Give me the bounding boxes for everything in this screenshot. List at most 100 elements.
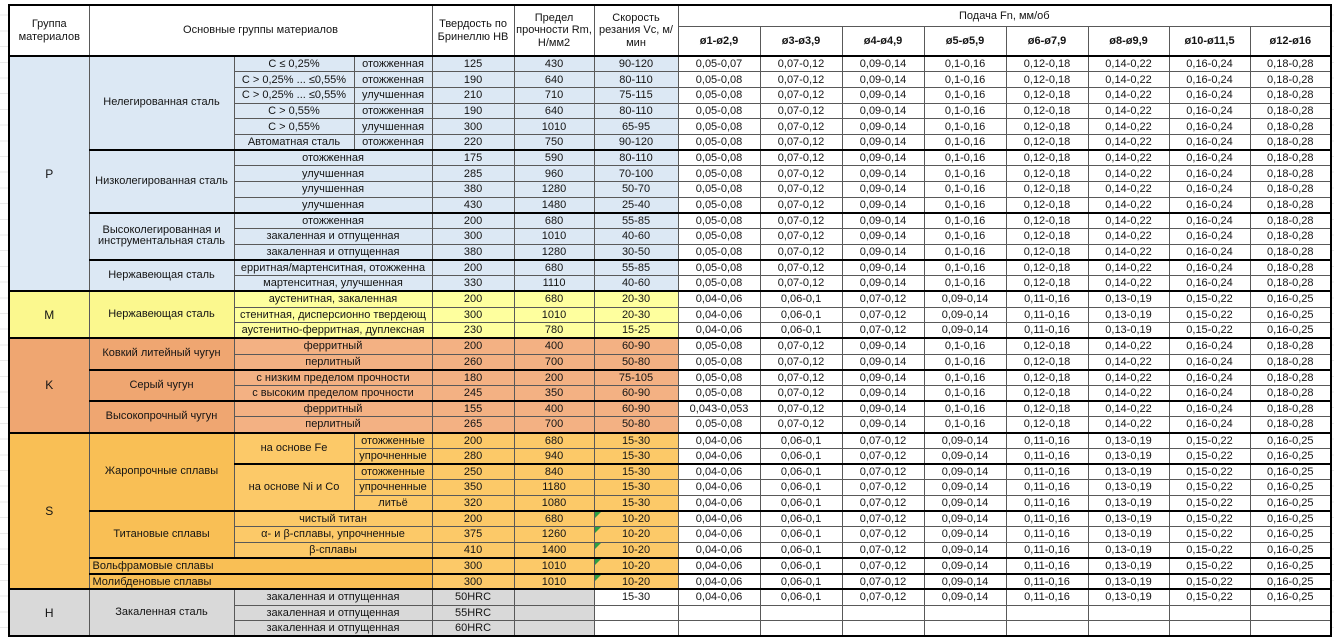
cell-feed[interactable]: 0,07-0,12: [759, 102, 843, 120]
material-type-cell[interactable]: стенитная, дисперсионно твердеющ: [233, 306, 433, 324]
cell-hardness[interactable]: 280: [431, 447, 515, 465]
cell-feed[interactable]: 0,04-0,06: [677, 431, 761, 449]
cell-feed[interactable]: 0,16-0,24: [1168, 243, 1251, 261]
cell-feed[interactable]: 0,12-0,18: [1005, 368, 1089, 386]
cell-feed[interactable]: 0,06-0,1: [759, 462, 843, 481]
cell-feed[interactable]: 0,07-0,12: [759, 133, 843, 151]
material-type-cell[interactable]: с высоким пределом прочности: [233, 384, 433, 402]
cell-feed[interactable]: 0,12-0,18: [1005, 86, 1089, 104]
cell-feed[interactable]: 0,07-0,12: [759, 275, 843, 292]
cell-feed[interactable]: 0,16-0,25: [1249, 322, 1332, 339]
cell-feed[interactable]: 0,16-0,25: [1249, 572, 1332, 590]
cell-feed[interactable]: 0,16-0,25: [1249, 588, 1332, 606]
group-code-cell[interactable]: P: [8, 54, 90, 292]
cell-feed[interactable]: 0,14-0,22: [1087, 368, 1170, 386]
cell-feed[interactable]: 0,07-0,12: [759, 384, 843, 402]
cell-strength[interactable]: 400: [513, 400, 595, 418]
cell-strength[interactable]: [513, 604, 595, 622]
cell-feed[interactable]: 0,05-0,08: [677, 86, 761, 104]
cell-feed[interactable]: 0,16-0,24: [1168, 165, 1251, 182]
cell-feed[interactable]: 0,12-0,18: [1005, 258, 1089, 277]
cell-feed[interactable]: 0,05-0,07: [677, 55, 761, 73]
cell-strength[interactable]: 680: [513, 431, 595, 449]
cell-feed[interactable]: 0,07-0,12: [759, 86, 843, 104]
cell-feed[interactable]: 0,11-0,16: [1005, 462, 1089, 481]
cell-feed[interactable]: 0,15-0,22: [1168, 447, 1251, 465]
cell-feed[interactable]: 0,05-0,08: [677, 384, 761, 402]
cell-feed[interactable]: 0,11-0,16: [1005, 557, 1089, 575]
cell-feed[interactable]: 0,16-0,24: [1168, 118, 1251, 135]
cell-feed[interactable]: 0,1-0,16: [923, 337, 1007, 355]
cell-cutting-speed[interactable]: 15-30: [593, 479, 679, 496]
cell-hardness[interactable]: 200: [431, 509, 515, 528]
cell-feed[interactable]: 0,14-0,22: [1087, 243, 1170, 261]
material-type-cell[interactable]: на основе Ni и Co: [233, 462, 355, 512]
cell-feed[interactable]: 0,09-0,14: [841, 196, 925, 214]
subgroup-cell[interactable]: Низколегированная сталь: [88, 149, 235, 214]
subgroup-cell[interactable]: Закаленная сталь: [88, 588, 235, 637]
cell-cutting-speed[interactable]: 20-30: [593, 306, 679, 324]
cell-feed[interactable]: 0,09-0,14: [841, 258, 925, 277]
material-type-cell[interactable]: C > 0,55%: [233, 102, 355, 120]
cell-feed[interactable]: [923, 620, 1007, 637]
cell-hardness[interactable]: 190: [431, 102, 515, 120]
cell-feed[interactable]: 0,1-0,16: [923, 400, 1007, 418]
cell-cutting-speed[interactable]: 30-50: [593, 243, 679, 261]
cell-feed[interactable]: 0,11-0,16: [1005, 290, 1089, 308]
cell-feed[interactable]: 0,15-0,22: [1168, 541, 1251, 559]
cell-feed[interactable]: 0,18-0,28: [1249, 86, 1332, 104]
cell-feed[interactable]: 0,07-0,12: [759, 211, 843, 230]
cell-hardness[interactable]: 320: [431, 494, 515, 512]
cell-feed[interactable]: 0,16-0,24: [1168, 181, 1251, 198]
cell-cutting-speed[interactable]: 65-95: [593, 118, 679, 135]
subgroup-cell[interactable]: Молибденовые сплавы: [88, 572, 433, 590]
cell-strength[interactable]: 1180: [513, 479, 595, 496]
cell-strength[interactable]: 430: [513, 55, 595, 73]
cell-feed[interactable]: 0,16-0,25: [1249, 306, 1332, 324]
cell-feed[interactable]: 0,1-0,16: [923, 258, 1007, 277]
state-cell[interactable]: улучшенная: [353, 86, 433, 104]
cell-feed[interactable]: 0,1-0,16: [923, 55, 1007, 73]
cell-feed[interactable]: 0,09-0,14: [923, 526, 1007, 543]
cell-strength[interactable]: 750: [513, 133, 595, 151]
cell-strength[interactable]: 940: [513, 447, 595, 465]
cell-feed[interactable]: 0,07-0,12: [841, 322, 925, 339]
cell-feed[interactable]: 0,14-0,22: [1087, 55, 1170, 73]
cell-feed[interactable]: 0,07-0,12: [759, 416, 843, 433]
cell-cutting-speed[interactable]: 40-60: [593, 275, 679, 292]
material-type-cell[interactable]: мартенситная, улучшенная: [233, 275, 433, 292]
cell-hardness[interactable]: 300: [431, 228, 515, 245]
cell-feed[interactable]: 0,14-0,22: [1087, 337, 1170, 355]
subgroup-cell[interactable]: Жаропрочные сплавы: [88, 431, 235, 512]
header-main-groups[interactable]: Основные группы материалов: [88, 4, 433, 57]
cell-feed[interactable]: 0,04-0,06: [677, 494, 761, 512]
cell-feed[interactable]: 0,13-0,19: [1087, 447, 1170, 465]
material-type-cell[interactable]: ферритный: [233, 400, 433, 418]
cell-feed[interactable]: 0,09-0,14: [923, 541, 1007, 559]
cell-hardness[interactable]: 125: [431, 55, 515, 73]
cell-feed[interactable]: 0,18-0,28: [1249, 196, 1332, 214]
subgroup-cell[interactable]: Нержавеющая сталь: [88, 290, 235, 339]
header-feed-range[interactable]: ø5-ø5,9: [923, 25, 1007, 57]
cell-hardness[interactable]: 60HRC: [431, 620, 515, 637]
cell-feed[interactable]: 0,14-0,22: [1087, 400, 1170, 418]
cell-hardness[interactable]: 210: [431, 86, 515, 104]
subgroup-cell[interactable]: Титановые сплавы: [88, 509, 235, 559]
header-feed-range[interactable]: ø3-ø3,9: [759, 25, 843, 57]
cell-feed[interactable]: 0,06-0,1: [759, 447, 843, 465]
cell-feed[interactable]: 0,14-0,22: [1087, 196, 1170, 214]
cell-feed[interactable]: 0,13-0,19: [1087, 509, 1170, 528]
cell-feed[interactable]: 0,09-0,14: [841, 337, 925, 355]
cell-feed[interactable]: 0,12-0,18: [1005, 400, 1089, 418]
cell-feed[interactable]: 0,07-0,12: [759, 149, 843, 167]
cell-feed[interactable]: 0,09-0,14: [841, 149, 925, 167]
cell-feed[interactable]: 0,07-0,12: [759, 258, 843, 277]
header-feed-title[interactable]: Подача Fn, мм/об: [677, 4, 1332, 27]
cell-feed[interactable]: 0,16-0,25: [1249, 431, 1332, 449]
cell-hardness[interactable]: 200: [431, 290, 515, 308]
cell-feed[interactable]: 0,1-0,16: [923, 165, 1007, 182]
cell-cutting-speed[interactable]: 15-25: [593, 322, 679, 339]
cell-feed[interactable]: 0,06-0,1: [759, 290, 843, 308]
cell-feed[interactable]: 0,11-0,16: [1005, 572, 1089, 590]
cell-feed[interactable]: 0,04-0,06: [677, 526, 761, 543]
